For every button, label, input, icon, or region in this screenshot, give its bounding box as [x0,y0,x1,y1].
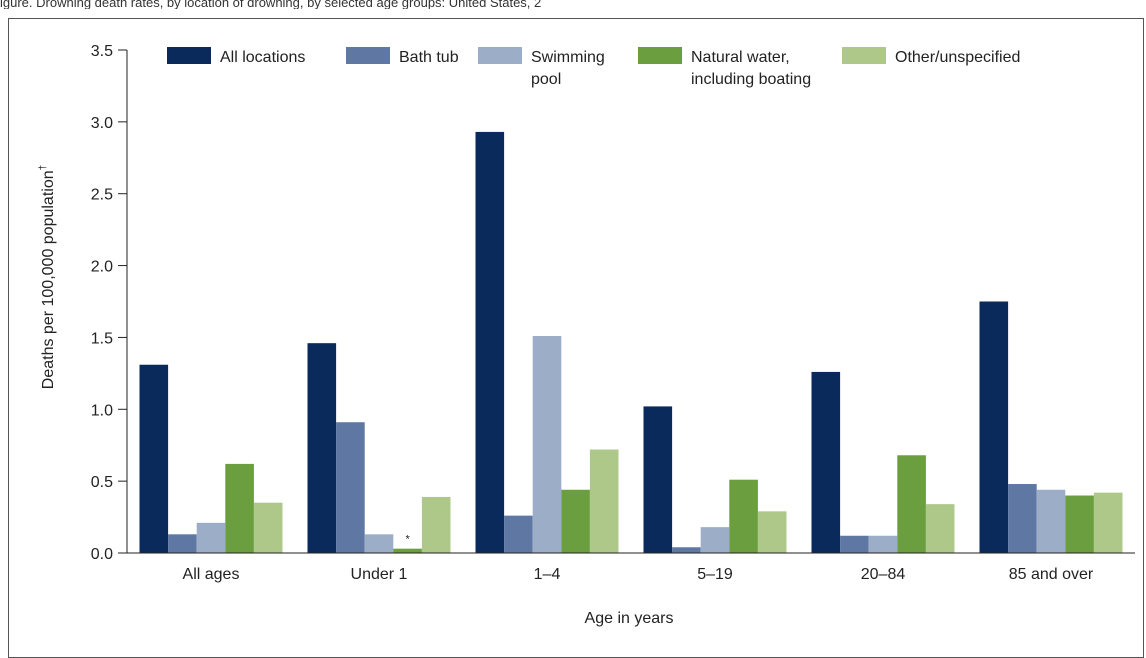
bar-all-ages-swimming-pool [196,522,226,553]
x-axis-title: Age in years [585,610,674,627]
bar-5-19-natural-water-including-boating [729,479,758,553]
bar-all-ages-all-locations [139,364,169,553]
y-tick-label: 2.5 [91,187,113,204]
y-tick-label: 2.0 [91,259,113,276]
bar-under-1-bath-tub [336,422,365,553]
x-tick-label: All ages [183,566,240,583]
legend-swatch-other-unspecified [842,47,886,64]
y-tick-label: 0.0 [91,546,113,563]
bar-annotation: * [405,534,410,546]
figure-caption: igure. Drowning death rates, by location… [0,0,542,9]
bar-20-84-other-unspecified [925,504,955,553]
bar-5-19-other-unspecified [757,511,787,553]
legend-label-all-locations: All locations [220,49,305,66]
legend-label-natural-water-including-boating: Natural water, [691,49,790,66]
x-tick-label: 20–84 [861,566,906,583]
y-axis-footnote-mark: † [38,165,49,171]
x-tick-label: 1–4 [534,566,561,583]
bar-20-84-natural-water-including-boating [897,455,926,553]
legend-swatch-all-locations [167,47,211,64]
bar-1-4-all-locations [475,131,505,553]
bars-layer: * [139,131,1123,553]
y-tick-label: 1.5 [91,330,113,347]
legend-swatch-natural-water-including-boating [638,47,682,64]
y-axis-title: Deaths per 100,000 population† [38,165,57,389]
chart-frame: * 0.0 0.5 1.0 1.5 2.0 2.5 3.0 3.5 All ages Under … [8,18,1144,658]
bar-under-1-other-unspecified [421,496,451,553]
legend: All locations Bath tub Swimming pool Natural… [167,47,1020,88]
bar-all-ages-other-unspecified [253,502,283,553]
y-tick-label: 1.0 [91,402,113,419]
bar-5-19-bath-tub [672,547,701,553]
bar-under-1-natural-water-including-boating [393,548,422,553]
bar-1-4-swimming-pool [532,335,562,553]
bar-1-4-bath-tub [504,515,533,553]
bar-under-1-swimming-pool [364,534,394,553]
y-tick-label: 3.5 [91,43,113,60]
bar-1-4-other-unspecified [589,449,619,553]
x-tick-label: 85 and over [1009,566,1094,583]
bar-chart: * 0.0 0.5 1.0 1.5 2.0 2.5 3.0 3.5 All ages Under … [38,43,1135,627]
legend-label-swimming-pool: Swimming [531,49,605,66]
legend-label-swimming-pool: pool [531,71,561,88]
legend-swatch-bath-tub [346,47,390,64]
bar-85-and-over-all-locations [979,301,1009,553]
y-tick-label: 0.5 [91,474,113,491]
bar-85-and-over-other-unspecified [1093,492,1123,553]
bar-20-84-all-locations [811,371,841,553]
x-tick-label: Under 1 [351,566,408,583]
bar-1-4-natural-water-including-boating [561,489,590,553]
bar-85-and-over-swimming-pool [1036,489,1066,553]
bar-85-and-over-natural-water-including-boating [1065,495,1094,553]
bar-85-and-over-bath-tub [1008,484,1037,553]
x-tick-label: 5–19 [697,566,733,583]
bar-5-19-swimming-pool [700,527,730,553]
legend-label-natural-water-including-boating: including boating [691,71,811,88]
legend-swatch-swimming-pool [478,47,522,64]
y-tick-label: 3.0 [91,115,113,132]
bar-5-19-all-locations [643,406,673,553]
legend-label-other-unspecified: Other/unspecified [895,49,1020,66]
bar-all-ages-bath-tub [168,534,197,553]
axes-layer: 0.0 0.5 1.0 1.5 2.0 2.5 3.0 3.5 All ages Under 1 1… [91,43,1135,583]
bar-20-84-swimming-pool [868,535,898,553]
bar-20-84-bath-tub [840,535,869,553]
bar-under-1-all-locations [307,343,337,553]
legend-label-bath-tub: Bath tub [399,49,459,66]
bar-all-ages-natural-water-including-boating [225,463,254,553]
